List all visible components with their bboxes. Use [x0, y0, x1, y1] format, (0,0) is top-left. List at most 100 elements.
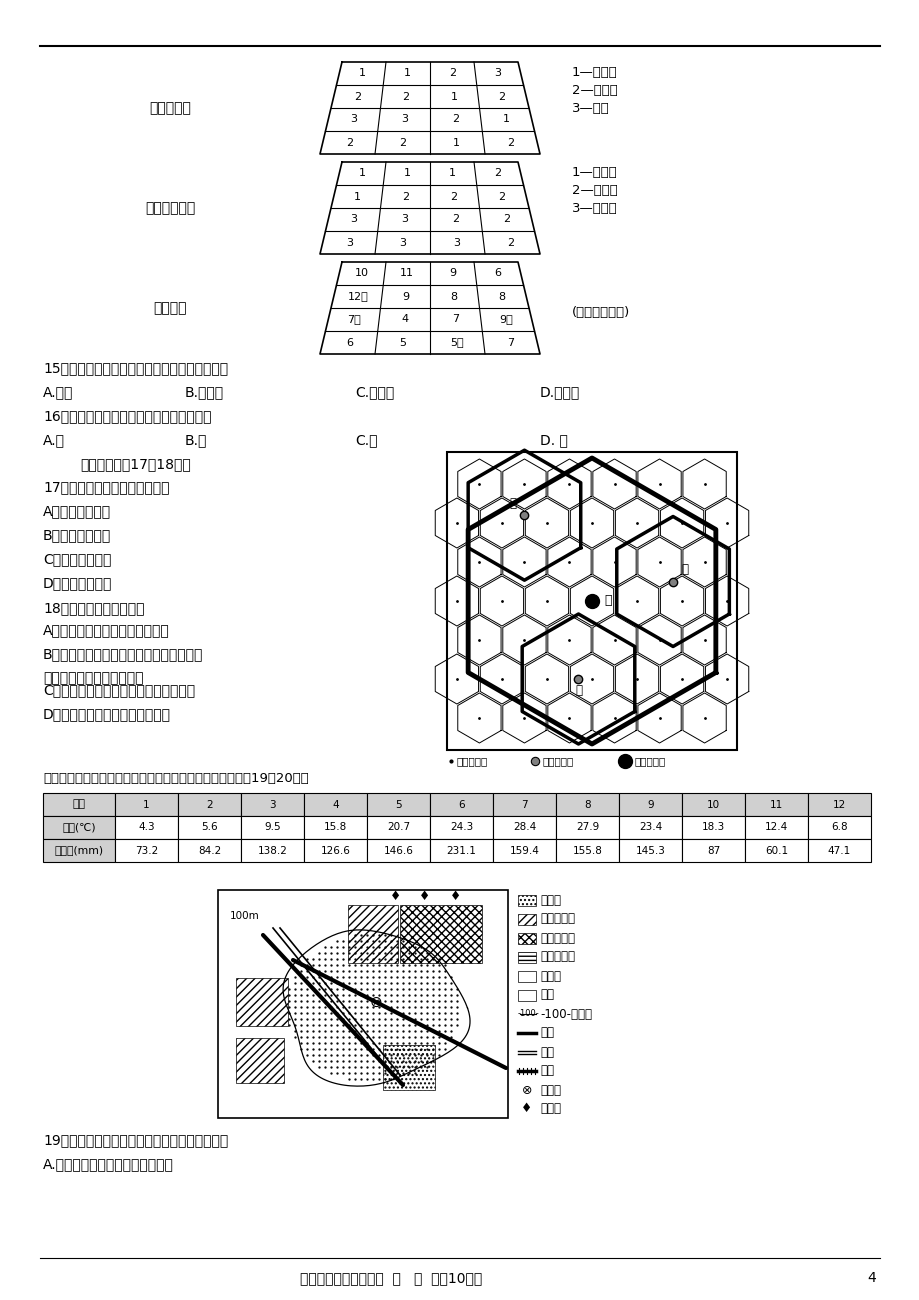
Bar — [400, 905, 482, 963]
Text: 1: 1 — [450, 91, 457, 101]
Text: 87: 87 — [706, 845, 720, 855]
Text: 读右图，完成17～18题。: 读右图，完成17～18题。 — [80, 458, 190, 471]
Bar — [115, 816, 177, 838]
Text: 100m: 100m — [230, 911, 259, 920]
Text: 8: 8 — [584, 800, 590, 810]
Text: 风景区: 风景区 — [539, 1102, 561, 1115]
Text: 1—商业区: 1—商业区 — [572, 165, 617, 178]
Text: 6: 6 — [494, 269, 501, 278]
Text: 丙: 丙 — [508, 497, 516, 510]
Text: 3: 3 — [401, 214, 408, 225]
Text: 纤织工业区: 纤织工业区 — [539, 950, 574, 963]
Text: 5: 5 — [395, 800, 402, 810]
Text: 8: 8 — [450, 291, 457, 302]
Text: 公路: 公路 — [539, 1027, 553, 1040]
Text: 18．下列叙述不正确的是: 18．下列叙述不正确的是 — [43, 601, 144, 615]
Text: 12.4: 12.4 — [764, 823, 788, 832]
Text: 主城区: 主城区 — [539, 893, 561, 906]
Text: C.丙: C.丙 — [355, 433, 377, 447]
Text: A.东风: A.东风 — [43, 385, 74, 399]
Text: 73.2: 73.2 — [135, 845, 158, 855]
Bar — [241, 838, 303, 862]
Bar — [236, 978, 288, 1026]
Text: 145.3: 145.3 — [635, 845, 664, 855]
Bar — [517, 952, 536, 963]
Text: 24.3: 24.3 — [449, 823, 472, 832]
Text: 2: 2 — [402, 191, 409, 202]
Text: D．城市工业布局: D．城市工业布局 — [43, 576, 112, 590]
Text: ♦: ♦ — [450, 891, 461, 904]
Bar — [517, 991, 536, 1001]
Bar — [744, 838, 807, 862]
Text: ♦: ♦ — [390, 891, 402, 904]
Text: 月份: 月份 — [73, 800, 85, 810]
Text: D. 丁: D. 丁 — [539, 433, 567, 447]
Text: D.东北风: D.东北风 — [539, 385, 580, 399]
Text: 1: 1 — [448, 169, 456, 178]
Text: C．图中乙、丙、丁三个城市等级不相同: C．图中乙、丙、丁三个城市等级不相同 — [43, 682, 195, 697]
Text: 231.1: 231.1 — [446, 845, 476, 855]
Text: 2: 2 — [506, 238, 514, 247]
Bar — [115, 838, 177, 862]
Text: 1: 1 — [403, 69, 411, 78]
Text: 高等级城市: 高等级城市 — [634, 757, 665, 766]
Text: 文化区: 文化区 — [539, 1083, 561, 1096]
Text: 1—主干道: 1—主干道 — [572, 65, 617, 78]
Text: 2: 2 — [402, 91, 409, 101]
Text: 3—支路: 3—支路 — [572, 101, 609, 114]
Text: 11: 11 — [400, 269, 414, 278]
Bar — [517, 914, 536, 926]
Bar — [517, 894, 536, 906]
Text: 60.1: 60.1 — [764, 845, 788, 855]
Bar — [177, 816, 241, 838]
Text: 2: 2 — [451, 214, 459, 225]
Bar — [807, 838, 870, 862]
Text: 3: 3 — [494, 69, 501, 78]
Text: 交通线图层: 交通线图层 — [149, 101, 191, 114]
Text: 3: 3 — [346, 238, 353, 247]
Text: 2: 2 — [346, 138, 353, 147]
Text: 2: 2 — [451, 114, 459, 125]
Text: 6.8: 6.8 — [830, 823, 847, 832]
Text: 2: 2 — [498, 191, 505, 202]
Text: B.乙: B.乙 — [185, 433, 207, 447]
Text: B．城市体系问题: B．城市体系问题 — [43, 528, 111, 542]
Text: 5丁: 5丁 — [449, 338, 463, 347]
Text: 5: 5 — [399, 338, 406, 347]
Bar — [236, 1037, 284, 1083]
Text: 18.3: 18.3 — [701, 823, 724, 832]
Bar — [555, 793, 618, 816]
Text: 2: 2 — [448, 69, 456, 78]
Bar — [43, 838, 115, 862]
Text: A．城市区位问题: A．城市区位问题 — [43, 504, 111, 517]
Bar — [218, 891, 507, 1118]
Text: 化学工业区: 化学工业区 — [539, 913, 574, 926]
Text: 10: 10 — [706, 800, 720, 810]
Text: C.西北风: C.西北风 — [355, 385, 394, 399]
Text: 3: 3 — [453, 238, 460, 247]
Text: 1: 1 — [453, 138, 460, 147]
Text: 3: 3 — [350, 114, 357, 125]
Text: (单位：十万元): (单位：十万元) — [572, 306, 630, 318]
Text: 7: 7 — [451, 315, 459, 325]
Bar — [367, 816, 429, 838]
Text: 3: 3 — [350, 214, 357, 225]
Bar — [493, 838, 555, 862]
Bar — [517, 933, 536, 944]
Text: 20.7: 20.7 — [387, 823, 410, 832]
Text: 15．若布局合理，则该城市盛行风向最不可能为: 15．若布局合理，则该城市盛行风向最不可能为 — [43, 361, 228, 374]
Text: 9: 9 — [646, 800, 653, 810]
Text: 4: 4 — [401, 315, 408, 325]
Text: 1: 1 — [358, 69, 365, 78]
Bar — [744, 793, 807, 816]
Bar — [681, 838, 744, 862]
Text: 12: 12 — [832, 800, 845, 810]
Text: 3: 3 — [399, 238, 406, 247]
Text: 2: 2 — [206, 800, 212, 810]
Text: 3: 3 — [269, 800, 276, 810]
Text: ⊗: ⊗ — [369, 994, 382, 1010]
Text: 12丙: 12丙 — [347, 291, 368, 302]
Text: 126.6: 126.6 — [320, 845, 350, 855]
Bar — [447, 452, 736, 750]
Text: 27.9: 27.9 — [575, 823, 598, 832]
